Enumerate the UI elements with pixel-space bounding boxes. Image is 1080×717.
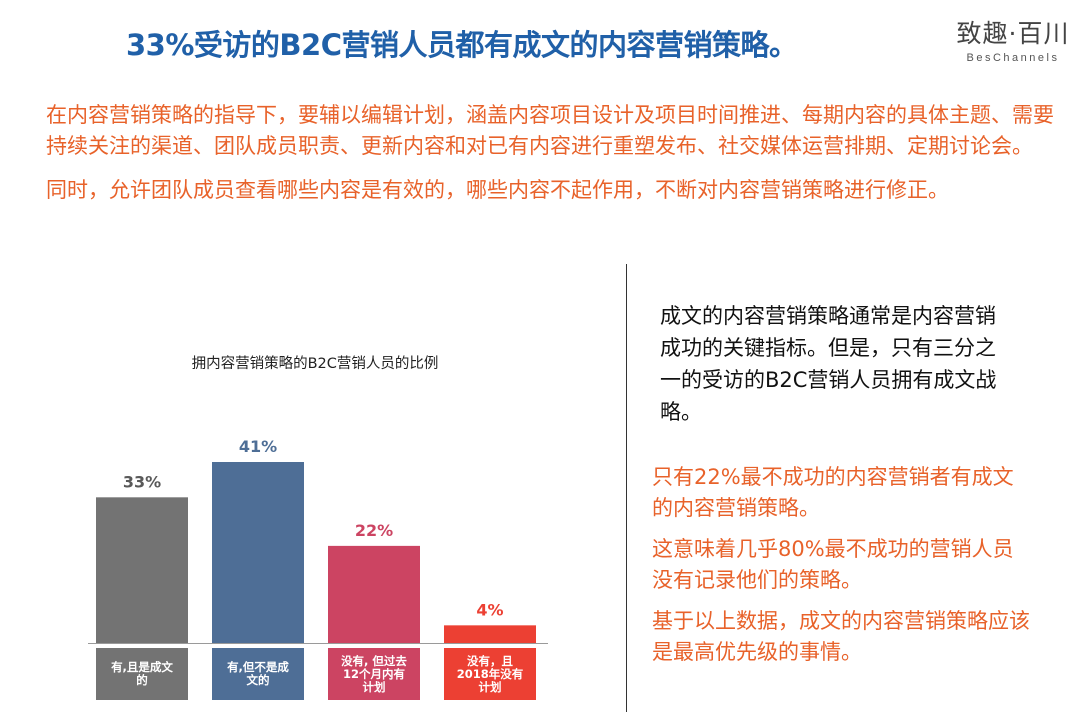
findings-list: 只有22%最不成功的内容营销者有成文的内容营销策略。 这意味着几乎80%最不成功… <box>652 462 1032 678</box>
bar-3 <box>328 545 420 643</box>
brand-logo: 致趣·百川 BesChannels <box>950 14 1076 64</box>
bar-value-label-4: 4% <box>476 600 503 619</box>
bar-2 <box>212 462 304 643</box>
bar-chart: 33% 41% 22% 4% <box>88 437 548 644</box>
category-label-2: 有,但不是成文的 <box>212 648 304 700</box>
page-title: 33%受访的B2C营销人员都有成文的内容营销策略。 <box>126 28 798 62</box>
vertical-divider <box>626 264 627 712</box>
logo-english-text: BesChannels <box>966 52 1060 64</box>
intro-text: 在内容营销策略的指导下，要辅以编辑计划，涵盖内容项目设计及项目时间推进、每期内容… <box>46 100 1056 206</box>
finding-1: 只有22%最不成功的内容营销者有成文的内容营销策略。 <box>652 465 1014 520</box>
category-label-4: 没有，且2018年没有计划 <box>444 648 536 700</box>
finding-3: 基于以上数据，成文的内容营销策略应该是最高优先级的事情。 <box>652 609 1030 664</box>
bar-value-label-2: 41% <box>239 437 277 456</box>
finding-2: 这意味着几乎80%最不成功的营销人员没有记录他们的策略。 <box>652 537 1014 592</box>
key-insight-text: 成文的内容营销策略通常是内容营销成功的关键指标。但是，只有三分之一的受访的B2C… <box>660 304 997 424</box>
bar-4 <box>444 625 536 643</box>
intro-paragraph-1: 在内容营销策略的指导下，要辅以编辑计划，涵盖内容项目设计及项目时间推进、每期内容… <box>46 103 1054 158</box>
category-label-3: 没有, 但过去12个月内有计划 <box>328 648 420 700</box>
intro-paragraph-2: 同时，允许团队成员查看哪些内容是有效的，哪些内容不起作用，不断对内容营销策略进行… <box>46 178 949 202</box>
bar-value-label-1: 33% <box>123 472 161 491</box>
category-label-1: 有,且是成文的 <box>96 648 188 700</box>
chart-title: 拥内容营销策略的B2C营销人员的比例 <box>191 356 439 372</box>
logo-chinese-text: 致趣·百川 <box>956 19 1070 48</box>
bar-value-label-3: 22% <box>355 521 393 540</box>
bar-1 <box>96 497 188 643</box>
